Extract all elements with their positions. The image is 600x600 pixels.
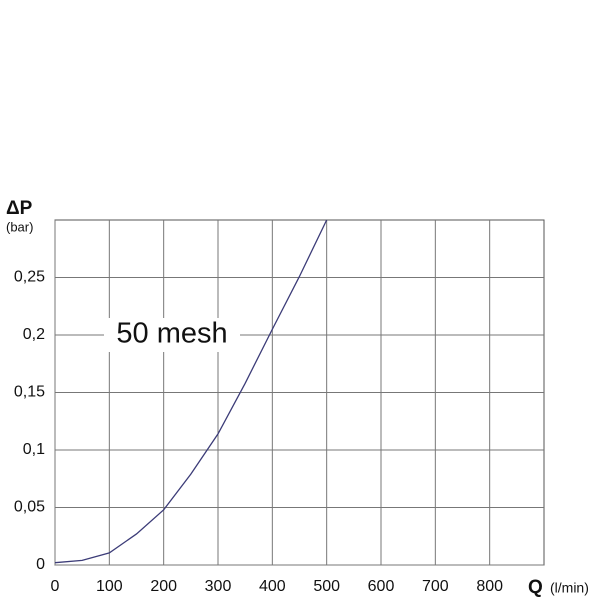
- y-unit: (bar): [6, 219, 33, 234]
- y-tick-label: 0: [36, 556, 45, 573]
- data-line: [54, 219, 328, 564]
- x-tick-label: 0: [51, 578, 60, 595]
- x-tick-label: 800: [476, 578, 503, 595]
- x-tick-label: 300: [205, 578, 232, 595]
- x-tick-label: 600: [368, 578, 395, 595]
- x-tick-label: 400: [259, 578, 286, 595]
- y-tick-label: 0,25: [14, 269, 45, 286]
- x-tick-label: 500: [313, 578, 340, 595]
- y-label: ΔP: [6, 198, 33, 219]
- x-unit: (l/min): [550, 580, 589, 596]
- y-tick-label: 0,1: [23, 441, 45, 458]
- x-label: Q: [528, 577, 543, 598]
- x-tick-label: 700: [422, 578, 449, 595]
- annotation: 50 mesh: [116, 318, 227, 350]
- y-tick-label: 0,15: [14, 384, 45, 401]
- y-tick-label: 0,2: [23, 326, 45, 343]
- x-tick-label: 200: [150, 578, 177, 595]
- x-tick-label: 100: [96, 578, 123, 595]
- annotation-bg: [104, 318, 240, 352]
- y-tick-label: 0,05: [14, 499, 45, 516]
